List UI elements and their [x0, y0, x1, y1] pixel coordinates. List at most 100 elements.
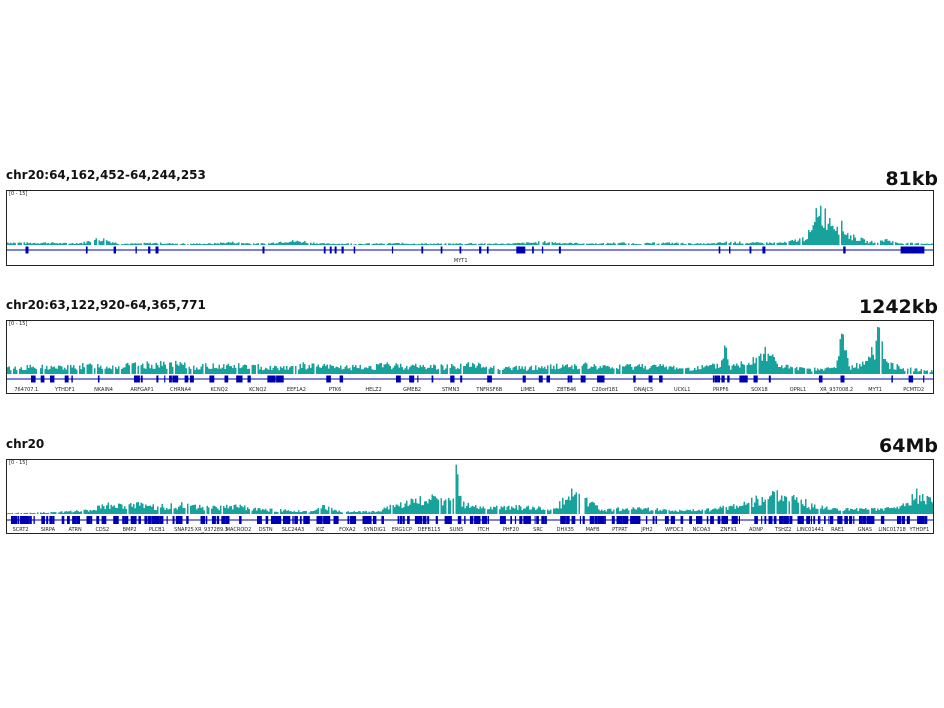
gene-label: YTHDF1 [54, 387, 75, 393]
signal-bar [721, 243, 723, 245]
signal-bar [520, 506, 522, 514]
signal-bar [400, 363, 402, 374]
signal-bar [340, 244, 342, 245]
signal-bar [8, 366, 10, 374]
signal-bar [808, 230, 810, 245]
exon-block [407, 516, 410, 524]
signal-bar [895, 369, 897, 374]
signal-bar [583, 363, 585, 374]
signal-bar [833, 508, 835, 514]
signal-bar [647, 243, 649, 245]
signal-bar [590, 366, 592, 374]
signal-bar [232, 509, 234, 514]
signal-bar [701, 244, 703, 245]
signal-bar [905, 243, 907, 245]
signal-bar [556, 363, 558, 374]
signal-bar [596, 505, 598, 514]
signal-bar [140, 243, 142, 245]
gene-label: PLCB1 [149, 527, 165, 533]
signal-bar [452, 365, 454, 374]
signal-bar [547, 242, 549, 245]
signal-bar [587, 243, 589, 245]
signal-bar [392, 367, 394, 374]
exon-block [316, 516, 321, 524]
signal-bar [902, 503, 904, 514]
signal-bar [95, 238, 97, 245]
exon-block [206, 516, 208, 524]
signal-bar [143, 368, 145, 374]
signal-bar [428, 499, 430, 514]
signal-bar [413, 365, 415, 374]
exon-block [567, 375, 570, 383]
signal-bar [443, 369, 445, 374]
signal-bar [28, 368, 30, 374]
signal-bar [742, 505, 744, 514]
signal-bar [590, 502, 592, 514]
gene-label: PRPF6 [713, 387, 729, 393]
exon-block [216, 516, 220, 524]
signal-bar [611, 511, 613, 514]
signal-bar [533, 242, 535, 245]
signal-bar [773, 357, 775, 374]
signal-bar [380, 243, 382, 245]
signal-bar [827, 367, 829, 374]
signal-bar [179, 362, 181, 374]
signal-bar [475, 243, 477, 245]
signal-bar [616, 368, 618, 374]
exon-block [86, 516, 90, 524]
signal-bar [467, 362, 469, 374]
signal-bar [364, 511, 366, 514]
signal-bar [112, 242, 114, 245]
signal-bar [218, 243, 220, 245]
signal-bar [569, 366, 571, 374]
signal-bar [926, 370, 928, 374]
exon-block [721, 375, 725, 383]
signal-bar [233, 365, 235, 374]
signal-bar [602, 510, 604, 514]
signal-bar [461, 506, 463, 514]
exon-block [148, 246, 151, 254]
signal-bar [184, 362, 186, 374]
signal-bar [257, 364, 259, 374]
signal-bar [65, 369, 67, 374]
track-2-frame[interactable]: [0 - 15] 764707.1 YTHDF1 NKAIN4 ARFGAP1 CHRN… [6, 320, 934, 394]
exon-block [717, 375, 721, 383]
exon-block [125, 516, 129, 524]
signal-bar [623, 242, 625, 245]
signal-bar [497, 369, 499, 374]
track-1-frame[interactable]: [0 - 15] MYT1 [6, 190, 934, 266]
signal-bar [310, 242, 312, 245]
signal-bar [508, 366, 510, 374]
signal-bar [55, 368, 57, 374]
signal-bar [286, 366, 288, 374]
signal-bar [23, 512, 25, 514]
signal-bar [395, 363, 397, 374]
signal-bar [638, 507, 640, 514]
signal-bar [472, 243, 474, 245]
signal-bar [140, 365, 142, 374]
signal-bar [412, 364, 414, 374]
signal-bar [538, 506, 540, 514]
track-3-frame[interactable]: [0 - 15] SCRT2 SIRPA ATRN CDS2 BMP2 PLCB1 SNAP… [6, 459, 934, 534]
signal-bar [370, 366, 372, 374]
signal-bar [467, 243, 469, 245]
signal-bar [886, 507, 888, 514]
signal-bar [10, 370, 12, 374]
signal-bar [403, 369, 405, 374]
signal-bar [206, 366, 208, 374]
signal-bar [605, 511, 607, 514]
exon-block [397, 516, 400, 524]
signal-bar [35, 243, 37, 245]
signal-bar [226, 242, 228, 245]
signal-bar [464, 366, 466, 374]
signal-bar [304, 241, 306, 245]
signal-bar [602, 243, 604, 245]
signal-bar [8, 513, 10, 514]
signal-bar [874, 508, 876, 514]
signal-bar [725, 347, 727, 374]
signal-bar [644, 243, 646, 245]
signal-bar [212, 363, 214, 374]
signal-bar [139, 243, 141, 245]
exon-block [116, 516, 119, 524]
exon-block [190, 375, 192, 383]
